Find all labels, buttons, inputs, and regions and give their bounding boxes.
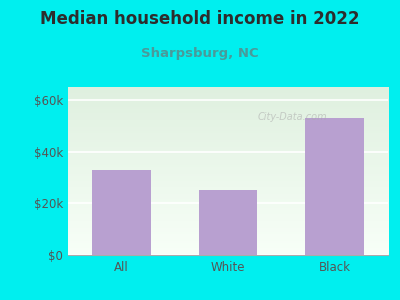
Text: Median household income in 2022: Median household income in 2022 [40, 11, 360, 28]
Text: City-Data.com: City-Data.com [257, 112, 327, 122]
Bar [92, 170, 151, 255]
Bar [305, 118, 364, 255]
Text: Sharpsburg, NC: Sharpsburg, NC [141, 46, 259, 59]
Bar [199, 190, 257, 255]
